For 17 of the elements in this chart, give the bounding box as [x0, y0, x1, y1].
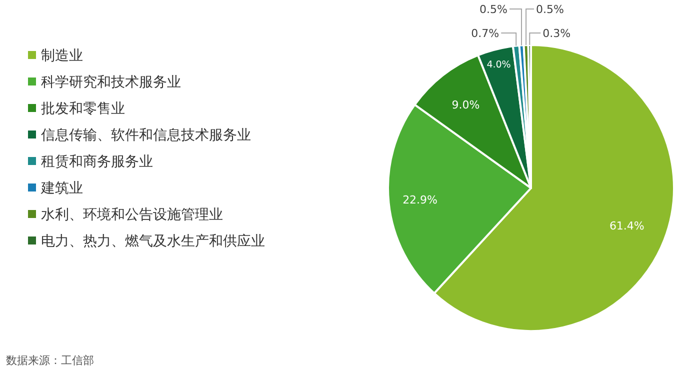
- legend-label: 信息传输、软件和信息技术服务业: [41, 128, 251, 144]
- data-label: 0.5%: [536, 3, 564, 16]
- legend-label: 建筑业: [40, 180, 83, 196]
- legend-label: 租赁和商务服务业: [41, 154, 153, 170]
- data-label: 4.0%: [486, 59, 511, 70]
- data-label: 61.4%: [609, 219, 644, 232]
- legend-label: 制造业: [41, 48, 83, 64]
- data-label: 9.0%: [452, 98, 480, 112]
- data-label: 0.3%: [542, 27, 571, 40]
- legend-label: 水利、环境和公告设施管理业: [41, 207, 223, 223]
- data-label: 0.5%: [480, 3, 508, 16]
- source-note: 数据来源：工信部: [6, 354, 94, 367]
- legend-label: 电力、热力、燃气及水生产和供应业: [41, 234, 265, 250]
- data-label: 0.7%: [471, 27, 500, 40]
- legend-label: 科学研究和技术服务业: [41, 74, 181, 90]
- data-label: 22.9%: [402, 193, 438, 206]
- legend-label: 批发和零售业: [41, 101, 125, 117]
